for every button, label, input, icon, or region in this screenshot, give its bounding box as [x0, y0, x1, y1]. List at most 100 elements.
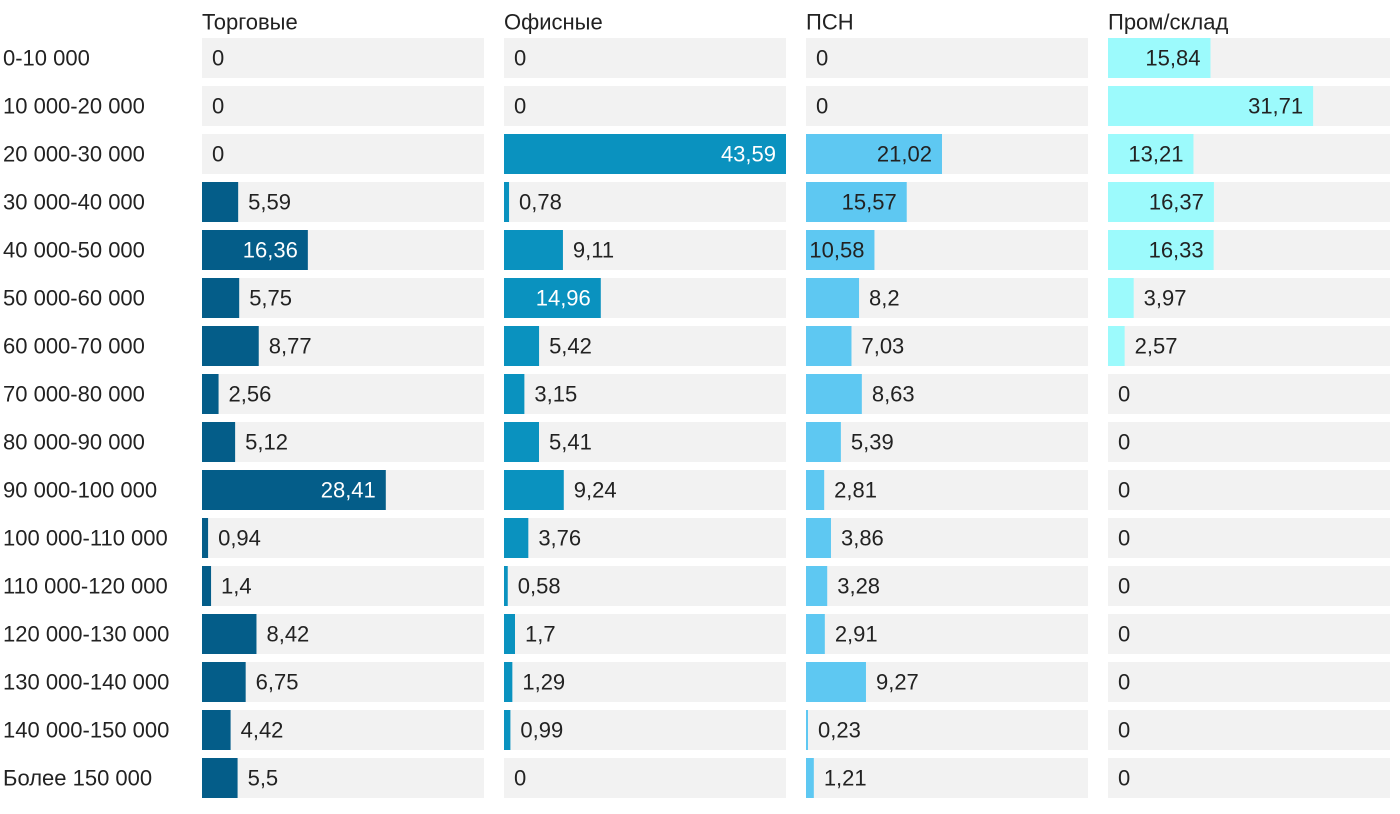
bar-track: [202, 710, 484, 750]
data-label: 16,36: [243, 238, 298, 263]
data-label: 5,75: [249, 286, 292, 311]
data-label: 3,28: [837, 574, 880, 599]
data-label: 1,21: [824, 766, 867, 791]
bar-track: [202, 278, 484, 318]
category-label: 100 000-110 000: [3, 526, 168, 551]
bar: [202, 566, 212, 606]
category-label: 20 000-30 000: [3, 142, 145, 167]
bar: [1108, 278, 1134, 318]
bar: [504, 614, 515, 654]
bar: [202, 614, 257, 654]
data-label: 0: [212, 142, 224, 167]
bar-track: [1108, 326, 1390, 366]
data-label: 0,99: [520, 718, 563, 743]
bar-track: [806, 710, 1088, 750]
bar-track: [202, 758, 484, 798]
data-label: 0,94: [218, 526, 261, 551]
bar: [504, 278, 601, 318]
bar: [202, 422, 236, 462]
bar: [202, 230, 308, 270]
data-label: 4,42: [241, 718, 284, 743]
bar: [504, 230, 563, 270]
bar-track: [806, 614, 1088, 654]
bar-track: [504, 182, 786, 222]
bar-track: [806, 38, 1088, 78]
category-label: 110 000-120 000: [3, 574, 168, 599]
bar: [504, 566, 508, 606]
bar: [504, 182, 510, 222]
bar: [1108, 38, 1211, 78]
data-label: 0: [816, 94, 828, 119]
bar-track: [504, 662, 786, 702]
data-label: 7,03: [861, 334, 904, 359]
bar: [504, 662, 513, 702]
bar-track: [202, 374, 484, 414]
data-label: 3,97: [1144, 286, 1187, 311]
series-header: Пром/склад: [1108, 10, 1228, 35]
bar: [1108, 86, 1314, 126]
bar: [806, 614, 825, 654]
bar-track: [1108, 614, 1390, 654]
series-header: Торговые: [202, 10, 298, 35]
bar: [806, 566, 828, 606]
bar-track: [806, 86, 1088, 126]
bar-track: [202, 182, 484, 222]
bar-track: [504, 518, 786, 558]
data-label: 16,37: [1149, 190, 1204, 215]
data-label: 5,12: [245, 430, 288, 455]
data-label: 0: [1118, 670, 1130, 695]
data-label: 16,33: [1149, 238, 1204, 263]
bar: [806, 230, 875, 270]
category-label: 80 000-90 000: [3, 430, 145, 455]
bar-track: [202, 134, 484, 174]
bar-track: [504, 614, 786, 654]
bar: [202, 278, 240, 318]
bar: [202, 758, 238, 798]
data-label: 3,76: [538, 526, 581, 551]
bar-track: [1108, 422, 1390, 462]
bar: [806, 662, 866, 702]
data-label: 5,5: [248, 766, 279, 791]
data-label: 31,71: [1248, 94, 1303, 119]
data-label: 13,21: [1128, 142, 1183, 167]
data-label: 3,15: [534, 382, 577, 407]
data-label: 14,96: [536, 286, 591, 311]
bar-track: [504, 422, 786, 462]
bar-track: [504, 710, 786, 750]
category-label: 120 000-130 000: [3, 622, 169, 647]
bar-track: [202, 38, 484, 78]
data-label: 0: [1118, 574, 1130, 599]
data-label: 2,57: [1135, 334, 1178, 359]
bar-track: [806, 518, 1088, 558]
data-label: 8,63: [872, 382, 915, 407]
bar-track: [202, 422, 484, 462]
bar: [806, 182, 907, 222]
bar-track: [202, 86, 484, 126]
bar-track: [1108, 374, 1390, 414]
series-header: Офисные: [504, 10, 603, 35]
data-label: 2,56: [229, 382, 272, 407]
data-label: 2,81: [834, 478, 877, 503]
bar-track: [1108, 566, 1390, 606]
data-label: 0: [514, 46, 526, 71]
category-label: 140 000-150 000: [3, 718, 169, 743]
data-label: 10,58: [809, 238, 864, 263]
category-label: 40 000-50 000: [3, 238, 145, 263]
bar-track: [202, 662, 484, 702]
category-label: 30 000-40 000: [3, 190, 145, 215]
bar: [202, 182, 239, 222]
bar-track: [504, 758, 786, 798]
bar-track: [806, 422, 1088, 462]
bar-track: [504, 326, 786, 366]
data-label: 5,59: [248, 190, 291, 215]
data-label: 8,42: [266, 622, 309, 647]
bar: [806, 518, 831, 558]
bar: [1108, 230, 1214, 270]
data-label: 0: [1118, 526, 1130, 551]
bar: [202, 470, 386, 510]
data-label: 0: [816, 46, 828, 71]
bar: [504, 134, 786, 174]
bar: [806, 710, 808, 750]
data-label: 9,24: [574, 478, 617, 503]
data-label: 8,77: [269, 334, 312, 359]
